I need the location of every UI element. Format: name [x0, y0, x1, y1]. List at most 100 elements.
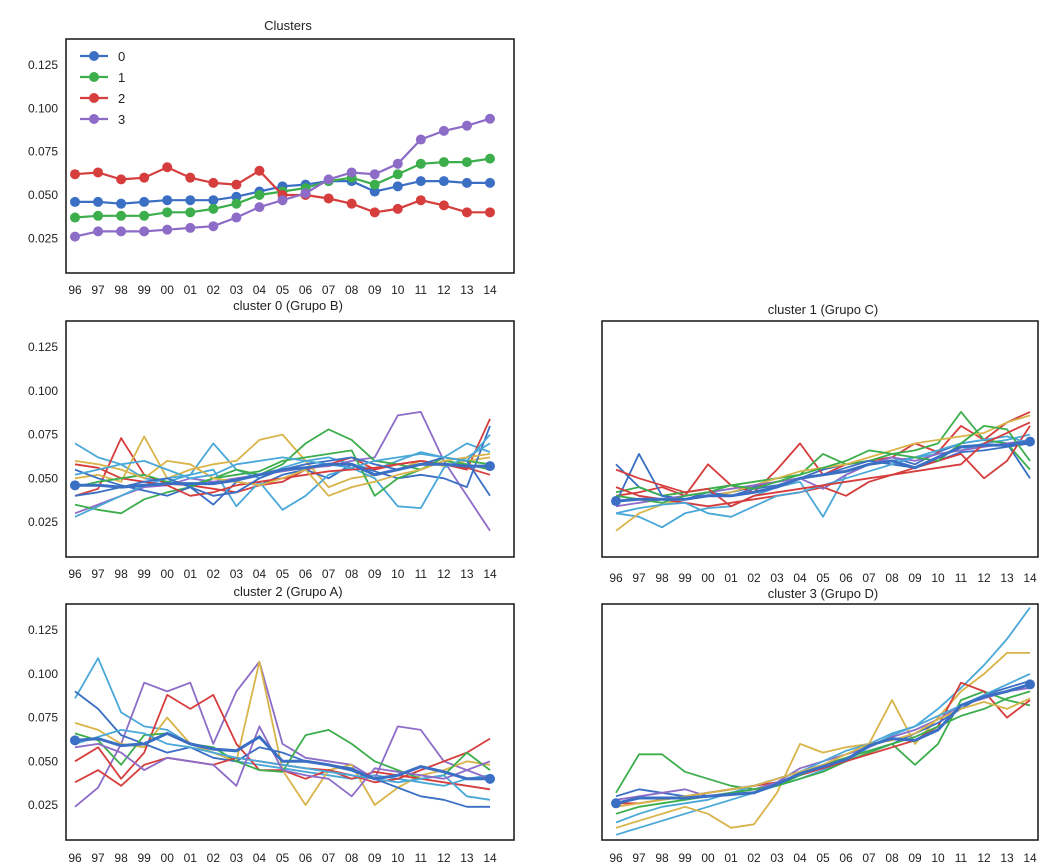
member-line	[615, 425, 1031, 504]
x-tick-label: 01	[724, 571, 738, 585]
x-tick-label: 06	[839, 851, 853, 865]
legend-label: 1	[118, 70, 125, 85]
data-point	[392, 169, 403, 180]
x-tick-label: 08	[345, 283, 359, 297]
data-point	[254, 190, 265, 200]
x-tick-label: 14	[1023, 851, 1037, 865]
x-tick-label: 09	[368, 283, 382, 297]
data-point	[231, 198, 242, 209]
member-line	[74, 725, 491, 798]
x-tick-label: 14	[483, 283, 497, 297]
data-point	[185, 195, 196, 206]
x-tick-label: 07	[862, 571, 876, 585]
cluster-mean-line	[615, 440, 1031, 503]
x-tick-label: 03	[230, 567, 244, 581]
x-tick-label: 98	[114, 283, 128, 297]
data-point	[323, 193, 334, 204]
x-tick-label: 96	[68, 283, 82, 297]
y-tick-label: 0.075	[28, 428, 58, 442]
data-point	[254, 165, 265, 176]
data-point	[139, 210, 150, 221]
x-tick-label: 03	[770, 851, 784, 865]
x-tick-label: 02	[747, 851, 761, 865]
data-point	[116, 210, 127, 221]
mean-end-marker	[485, 461, 495, 472]
legend-marker	[89, 72, 99, 82]
data-point	[369, 179, 380, 190]
data-point	[392, 181, 403, 192]
x-tick-label: 13	[460, 851, 474, 865]
data-point	[415, 195, 426, 206]
x-tick-label: 05	[276, 567, 290, 581]
member-line	[74, 425, 491, 506]
x-tick-label: 02	[207, 851, 221, 865]
x-tick-label: 10	[391, 283, 405, 297]
x-tick-label: 04	[253, 283, 267, 297]
x-tick-label: 08	[885, 571, 899, 585]
x-tick-label: 12	[437, 851, 451, 865]
y-tick-label: 0.050	[28, 471, 58, 485]
x-tick-label: 03	[230, 851, 244, 865]
legend-marker	[89, 51, 99, 61]
data-point	[485, 113, 495, 124]
chart-title: cluster 0 (Grupo B)	[233, 298, 343, 313]
data-point	[438, 157, 449, 168]
x-tick-label: 97	[632, 571, 646, 585]
data-point	[461, 120, 472, 131]
data-point	[208, 195, 219, 206]
x-tick-label: 01	[184, 283, 198, 297]
x-tick-label: 12	[437, 283, 451, 297]
data-point	[485, 177, 495, 188]
x-tick-label: 97	[91, 283, 105, 297]
x-tick-label: 08	[345, 851, 359, 865]
plot-area	[70, 657, 495, 808]
data-point	[231, 212, 242, 223]
data-point	[70, 212, 80, 223]
x-tick-label: 08	[885, 851, 899, 865]
member-line	[615, 411, 1031, 497]
y-tick-label: 0.025	[28, 515, 58, 529]
data-point	[323, 174, 334, 185]
x-tick-label: 04	[253, 567, 267, 581]
x-axis: 96 97 98 99 00 01 02 03 04 05 06 07 08 09 10 11 12 13 14	[68, 851, 497, 865]
data-point	[415, 158, 426, 169]
x-tick-label: 11	[955, 851, 968, 865]
y-axis: 0.025 0.050 0.075 0.100 0.125	[28, 340, 58, 529]
cluster-mean-line	[74, 731, 490, 781]
member-line	[74, 729, 491, 801]
chart-title: Clusters	[264, 18, 312, 33]
data-point	[116, 198, 127, 209]
data-point	[185, 222, 196, 233]
legend-label: 2	[118, 91, 125, 106]
x-tick-label: 12	[437, 567, 451, 581]
x-tick-label: 09	[908, 571, 922, 585]
x-tick-label: 07	[322, 851, 336, 865]
member-line	[615, 439, 1031, 508]
y-tick-label: 0.050	[28, 188, 58, 202]
x-tick-label: 09	[368, 851, 382, 865]
x-tick-label: 13	[1000, 851, 1014, 865]
member-line	[615, 690, 1031, 794]
data-point	[438, 176, 449, 187]
x-tick-label: 00	[701, 571, 715, 585]
x-tick-label: 99	[137, 567, 151, 581]
x-axis: 96 97 98 99 00 01 02 03 04 05 06 07 08 09 10 11 12 13 14	[68, 283, 497, 297]
x-tick-label: 01	[184, 567, 198, 581]
x-tick-label: 96	[68, 567, 82, 581]
x-tick-label: 12	[977, 851, 991, 865]
x-tick-label: 10	[391, 851, 405, 865]
data-point	[93, 167, 104, 178]
data-point	[231, 179, 242, 190]
series-2	[70, 162, 495, 218]
member-line	[615, 652, 1030, 829]
x-tick-label: 04	[793, 571, 807, 585]
data-point	[415, 176, 426, 187]
member-line	[615, 697, 1031, 808]
plot-area	[611, 606, 1035, 836]
plot-area	[70, 113, 495, 242]
plot-frame	[601, 603, 1039, 841]
data-point	[93, 210, 104, 221]
x-tick-label: 01	[724, 851, 738, 865]
x-tick-label: 98	[655, 571, 669, 585]
x-tick-label: 05	[816, 851, 830, 865]
